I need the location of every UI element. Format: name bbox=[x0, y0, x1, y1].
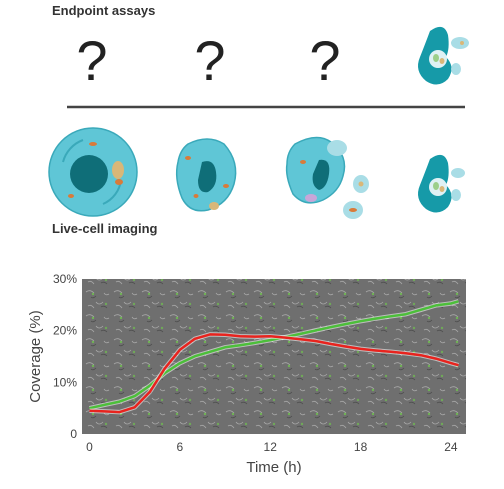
shrinking-cell-icon bbox=[175, 138, 237, 212]
x-tick-label: 12 bbox=[264, 440, 278, 454]
x-tick-label: 0 bbox=[86, 440, 93, 454]
healthy-cell-icon bbox=[48, 127, 138, 217]
unknown-mark-2: ? bbox=[194, 29, 225, 92]
dead-cell-icon bbox=[418, 154, 465, 213]
y-tick-label: 20% bbox=[53, 324, 77, 338]
coverage-chart: 0 10% 20% 30% 0 6 12 18 24 Time (h) Coverage (%) bbox=[27, 272, 466, 476]
x-tick-label: 24 bbox=[444, 440, 458, 454]
x-tick-label: 6 bbox=[177, 440, 184, 454]
micrograph-background bbox=[82, 279, 466, 434]
endpoint-dead-cell-icon bbox=[418, 26, 469, 85]
y-tick-label: 10% bbox=[53, 375, 77, 389]
unknown-mark-1: ? bbox=[76, 29, 107, 92]
blebbing-cell-icon bbox=[285, 136, 369, 219]
live-cell-imaging-label: Live-cell imaging bbox=[52, 221, 158, 236]
x-axis-title: Time (h) bbox=[246, 459, 301, 476]
endpoint-assays-label: Endpoint assays bbox=[52, 3, 155, 18]
series-line-2 bbox=[89, 333, 459, 414]
x-tick-label: 18 bbox=[354, 440, 368, 454]
y-tick-label: 0 bbox=[70, 427, 77, 441]
unknown-mark-3: ? bbox=[309, 29, 340, 92]
y-tick-label: 30% bbox=[53, 272, 77, 286]
y-axis-title: Coverage (%) bbox=[27, 310, 44, 403]
